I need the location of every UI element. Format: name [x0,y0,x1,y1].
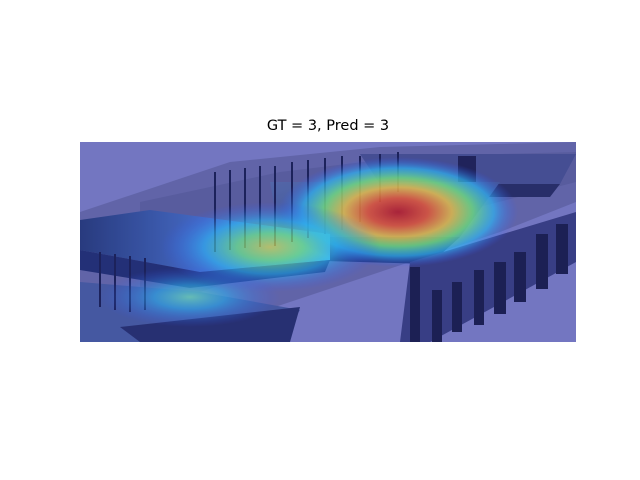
figure-title: GT = 3, Pred = 3 [266,118,390,134]
right-wall [400,212,576,342]
heatmap-cold-tint [80,142,576,342]
heatmap-overlay-image [80,142,576,342]
heatmap-hotspots [100,157,518,327]
